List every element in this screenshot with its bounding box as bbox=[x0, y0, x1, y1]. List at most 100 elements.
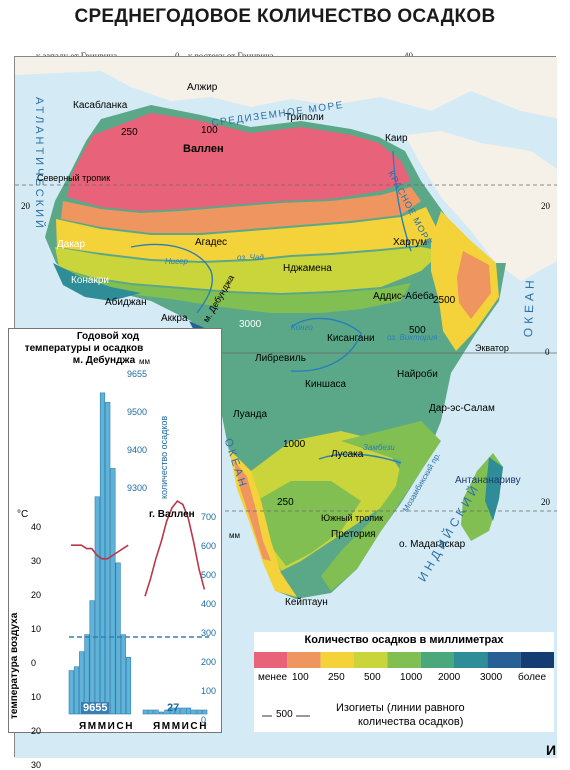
temp-tick-label: 20 bbox=[31, 726, 42, 736]
debundja-precip-bar bbox=[94, 496, 100, 715]
vallen-temperature-line bbox=[144, 499, 206, 597]
vallen-precip-bar bbox=[185, 707, 192, 715]
debundja-precip-bar bbox=[99, 392, 106, 715]
legend-label: 3000 bbox=[480, 672, 503, 683]
isoline-label: 1000 bbox=[283, 439, 306, 450]
city-luanda: Луанда bbox=[233, 409, 268, 420]
isogiet-sample-value: 500 bbox=[276, 709, 293, 720]
city-cairo: Каир bbox=[385, 133, 408, 144]
atlantic-ocean-label: АТЛАНТИЧЕСКИЙ bbox=[33, 97, 45, 231]
lat-label: 20 bbox=[21, 201, 30, 211]
debundja-precip-bar bbox=[79, 651, 85, 715]
legend-swatch bbox=[354, 652, 388, 668]
precip-tick-label: 300 bbox=[201, 628, 217, 638]
city-kisangani: Кисангани bbox=[327, 333, 375, 344]
city-casablanca: Касабланка bbox=[73, 100, 128, 111]
legend-label: более bbox=[518, 672, 547, 683]
lat-label: 0 bbox=[545, 347, 550, 357]
temp-tick-label: 0 bbox=[31, 658, 37, 668]
lake-chad-label: оз. Чад bbox=[237, 253, 264, 262]
footer-fragment: И bbox=[546, 742, 557, 758]
vallen-precip-bar bbox=[164, 709, 170, 715]
city-pretoria: Претория bbox=[331, 529, 376, 540]
precip-tick-label: 500 bbox=[201, 570, 217, 580]
city-accra: Аккра bbox=[161, 313, 188, 324]
isogiet-sample bbox=[262, 715, 310, 717]
legend-swatch bbox=[520, 652, 554, 668]
south-tropic-label: Южный тропик bbox=[321, 513, 384, 523]
vallen-total: 27 bbox=[167, 702, 180, 714]
legend-swatch bbox=[254, 652, 288, 668]
city-agadez: Агадес bbox=[195, 237, 228, 248]
city-lusaka: Лусака bbox=[331, 449, 364, 460]
debundja-precip-bar bbox=[110, 468, 116, 715]
city-dar-es-salaam: Дар-эс-Салам bbox=[429, 403, 495, 414]
city-dakar: Дакар bbox=[57, 239, 86, 250]
precip-tick-label: 9400 bbox=[127, 445, 148, 455]
legend: Количество осадков в миллиметрах менее 10… bbox=[254, 632, 554, 732]
precip-tick-label: 700 bbox=[201, 512, 217, 522]
river-niger-label: Нигер bbox=[165, 257, 188, 266]
climate-chart-canvas bbox=[68, 392, 209, 715]
city-conakry: Конакри bbox=[71, 275, 109, 286]
city-addis-ababa: Аддис-Абеба bbox=[373, 291, 435, 302]
precip-tick-label: 9300 bbox=[127, 483, 148, 493]
isoline-label: 250 bbox=[121, 127, 138, 138]
temp-tick-label: 30 bbox=[31, 556, 42, 566]
river-zambezi-label: Замбези bbox=[363, 443, 395, 452]
temp-axis-label: температура воздуха bbox=[9, 612, 20, 719]
city-ndjamena: Нджамена bbox=[283, 263, 332, 274]
legend-label: 250 bbox=[328, 672, 345, 683]
legend-swatch bbox=[320, 652, 354, 668]
isoline-label: 100 bbox=[201, 125, 218, 136]
inset-title-2: температуры и осадков bbox=[24, 343, 144, 354]
isoline-label: 250 bbox=[277, 497, 294, 508]
vallen-precip-bar bbox=[158, 711, 165, 715]
inset-title-1: Годовой ход bbox=[76, 331, 140, 342]
legend-label: 1000 bbox=[400, 672, 423, 683]
lat-label: 20 bbox=[541, 201, 550, 211]
debundja-months: ЯММИСН bbox=[79, 721, 135, 732]
temp-tick-label: 10 bbox=[31, 624, 42, 634]
legend-swatch bbox=[287, 652, 321, 668]
vallen-precip-bar bbox=[169, 707, 175, 715]
precip-unit: мм bbox=[139, 357, 150, 366]
precip-tick-label: 600 bbox=[201, 541, 217, 551]
isoline-label: 2500 bbox=[433, 295, 456, 306]
lake-victoria-label: оз. Виктория bbox=[387, 333, 438, 342]
madagascar-label: о. Мадагаскар bbox=[399, 539, 466, 550]
city-libreville: Либревиль bbox=[255, 353, 306, 364]
legend-swatch bbox=[454, 652, 488, 668]
city-tripoli: Триполи bbox=[285, 112, 324, 123]
vallen-precip-bar bbox=[191, 709, 197, 715]
map-title: СРЕДНЕГОДОВОЕ КОЛИЧЕСТВО ОСАДКОВ bbox=[74, 6, 496, 27]
vallen-precip-bar bbox=[142, 709, 148, 715]
vallen-precip-bar bbox=[153, 709, 159, 715]
debundja-temperature-line bbox=[71, 544, 129, 560]
indian-ocean-word-label: ОКЕАН bbox=[521, 276, 538, 338]
lat-label: 20 bbox=[541, 497, 550, 507]
vallen-precip-bar bbox=[175, 707, 181, 715]
precip-axis-label: количество осадков bbox=[159, 415, 169, 499]
isogiet-text-1: Изогиеты (линии равного bbox=[336, 702, 465, 714]
debundja-precip-bar bbox=[73, 666, 80, 715]
legend-swatch bbox=[420, 652, 454, 668]
temp-tick-label: 30 bbox=[31, 760, 42, 770]
city-capetown: Кейптаун bbox=[285, 597, 328, 608]
debundja-total: 9655 bbox=[81, 702, 110, 714]
legend-label: 100 bbox=[292, 672, 309, 683]
debundja-precip-bar bbox=[84, 634, 90, 715]
vallen-precip-bar bbox=[180, 707, 186, 715]
river-congo-label: Конго bbox=[291, 323, 313, 332]
precip-tick-label: 400 bbox=[201, 599, 217, 609]
north-tropic-label: Северный тропик bbox=[37, 173, 111, 183]
isogiet-text-2: количества осадков) bbox=[358, 716, 464, 728]
city-algiers: Алжир bbox=[187, 82, 218, 93]
city-vallen: Валлен bbox=[183, 143, 224, 155]
precip-tick-label: 9500 bbox=[127, 407, 148, 417]
equator-label: Экватор bbox=[475, 343, 509, 353]
debundja-precip-bar bbox=[115, 562, 121, 715]
temp-tick-label: 10 bbox=[31, 692, 42, 702]
debundja-precip-bar bbox=[120, 634, 126, 715]
vallen-precip-bar bbox=[202, 709, 208, 715]
